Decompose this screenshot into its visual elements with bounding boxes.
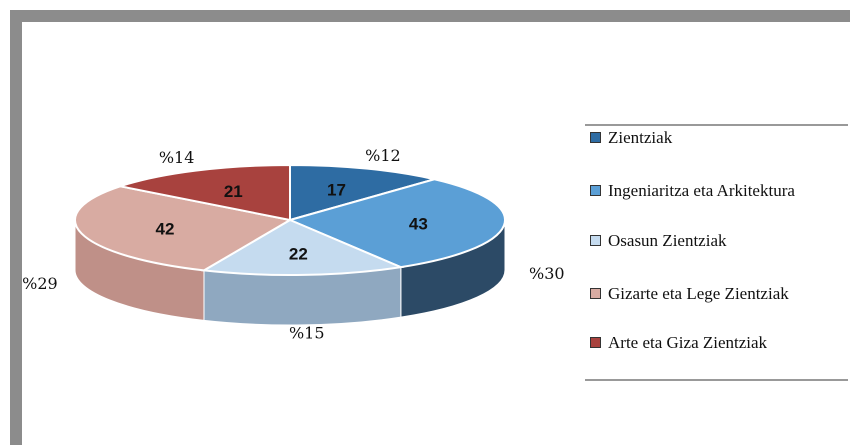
percent-label: %15	[289, 323, 325, 342]
slice	[116, 163, 291, 222]
legend-label: Osasun Zientziak	[608, 231, 727, 250]
legend-entry: Osasun Zientziak	[590, 230, 810, 252]
legend-label: Zientziak	[608, 128, 673, 147]
percent-label: %14	[159, 148, 195, 167]
legend-swatch	[590, 235, 601, 246]
legend-entry: Arte eta Giza Zientziak	[590, 332, 810, 354]
frame-left	[10, 10, 22, 445]
slice	[289, 163, 435, 222]
frame-top	[10, 10, 850, 22]
legend-label: Arte eta Giza Zientziak	[608, 333, 768, 352]
legend-swatch	[590, 288, 601, 299]
percent-label: %12	[365, 146, 401, 165]
value-label: 42	[156, 220, 175, 239]
slice	[286, 178, 506, 269]
legend-swatch	[590, 132, 601, 143]
slice	[200, 218, 405, 276]
legend-swatch	[590, 185, 601, 196]
legend-label: Ingeniaritza eta Arkitektura	[608, 181, 795, 200]
legend-swatch	[590, 337, 601, 348]
value-label: 43	[409, 215, 428, 234]
percent-label: %30	[529, 264, 565, 283]
legend-entry: Ingeniaritza eta Arkitektura	[590, 180, 810, 202]
percent-label: %29	[22, 274, 58, 293]
value-label: 21	[224, 182, 243, 201]
legend-entry: Zientziak	[590, 127, 810, 149]
value-label: 17	[327, 181, 346, 200]
legend-label: Gizarte eta Lege Zientziak	[608, 284, 789, 303]
legend-entry: Gizarte eta Lege Zientziak	[590, 283, 810, 305]
value-label: 22	[289, 244, 308, 263]
slice	[74, 185, 293, 272]
